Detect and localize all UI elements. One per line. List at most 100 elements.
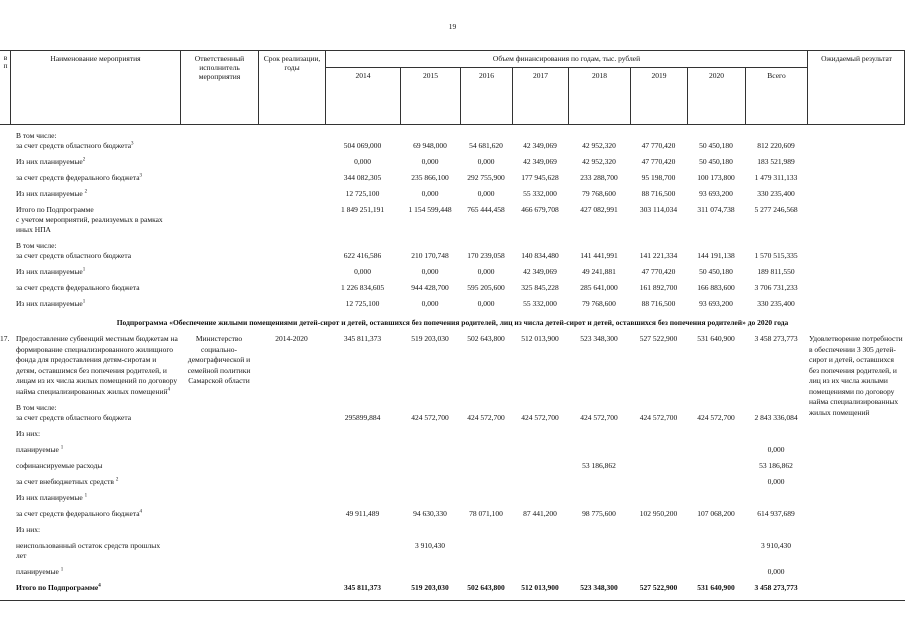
value-2019: 141 221,334	[639, 251, 678, 260]
value-2018: 285 641,000	[580, 283, 618, 292]
value-Всего: 614 937,689	[757, 509, 795, 518]
value-2015: 235 866,100	[411, 173, 449, 182]
value-Всего: 3 706 731,233	[754, 283, 798, 292]
value-Всего: 5 277 246,568	[754, 205, 798, 214]
column-header-finance-group: Объем финансирования по годам, тыс. рубл…	[325, 51, 807, 68]
value-2016: 292 755,900	[467, 173, 505, 182]
value-2020: 93 693,200	[699, 189, 733, 198]
value-2018: 49 241,881	[582, 267, 616, 276]
table-row: Из них планируемые1 12 725,100 0,000 0,000 5…	[0, 293, 905, 309]
row-label: В том числе: за счет средств областного б…	[10, 403, 180, 423]
value-2019: 161 892,700	[639, 283, 678, 292]
value-2016: 424 572,700	[467, 413, 505, 422]
table-body: В том числе: за счет средств областного б…	[0, 125, 905, 601]
value-2015: 0,000	[421, 189, 439, 198]
value-2014: 344 082,305	[343, 173, 382, 182]
row-label: за счет средств федерального бюджета4	[10, 509, 180, 519]
row-label: Из них планируемые1	[10, 267, 180, 277]
value-2018: 79 768,600	[582, 189, 616, 198]
row-label-line: В том числе:	[16, 131, 57, 140]
value-2020: 50 450,180	[699, 157, 733, 166]
subprogram-title: Подпрограмма «Обеспечение жилыми помещен…	[116, 318, 789, 327]
row-label-line: Итого по Подпрограмме4	[16, 583, 101, 592]
table-row: софинансируемые расходы 53 186,862 53 186,…	[0, 455, 905, 471]
value-2020: 311 074,738	[697, 205, 735, 214]
value-2014: 295899,884	[344, 413, 381, 422]
row-label-line: лет	[16, 551, 27, 560]
row-result: Удовлетворение потребности в обеспечении…	[809, 334, 903, 417]
column-header-2015: 2015	[400, 68, 460, 124]
value-2017: 512 013,900	[521, 583, 559, 592]
value-2016: 502 643,800	[467, 583, 505, 592]
row-label: Итого по Подпрограмме4	[10, 583, 180, 593]
value-2014: 12 725,100	[345, 299, 380, 308]
row-label-line: за счет средств федерального бюджета3	[16, 173, 143, 182]
column-header-2019: 2019	[630, 68, 687, 124]
value-2018: 98 775,600	[582, 509, 616, 518]
value-2016: 54 681,620	[469, 141, 503, 150]
row-label-line: за счет средств федерального бюджета	[16, 283, 140, 292]
table-row: за счет средств федерального бюджета3 344…	[0, 167, 905, 183]
value-2014: 1 849 251,191	[340, 205, 385, 214]
value-2016: 170 239,058	[467, 251, 505, 260]
value-2020: 166 883,600	[697, 283, 735, 292]
value-2019: 424 572,700	[639, 413, 678, 422]
row-label: Из них планируемые2	[10, 157, 180, 167]
value-2016: 765 444,458	[467, 205, 505, 214]
value-2018: 141 441,991	[580, 251, 618, 260]
value-2019: 102 950,200	[639, 509, 678, 518]
value-2015: 3 910,430	[415, 541, 445, 550]
row-label-line: Из них планируемые1	[16, 299, 86, 308]
table-row: В том числе: за счет средств областного б…	[0, 125, 905, 151]
column-header-2017: 2017	[512, 68, 568, 124]
table-row: за счет средств федерального бюджета4 49 …	[0, 503, 905, 519]
value-2015: 0,000	[421, 157, 439, 166]
value-2018: 523 348,300	[580, 583, 618, 592]
row-label: за счет внебюджетных средств 2	[10, 477, 180, 487]
value-2019: 47 770,420	[641, 267, 676, 276]
value-2020: 107 068,200	[697, 509, 735, 518]
value-2017: 87 441,200	[523, 509, 557, 518]
value-2018: 233 288,700	[580, 173, 618, 182]
value-2019: 527 522,900	[639, 583, 678, 592]
row-label-line: неиспользованный остаток средств прошлых	[16, 541, 161, 550]
value-2014: 345 811,373	[343, 583, 382, 592]
value-2020: 424 572,700	[697, 413, 735, 422]
row-label: Из них:	[10, 429, 180, 439]
value-Всего: 0,000	[767, 477, 785, 486]
row-label-line: Из них планируемые 2	[16, 189, 88, 198]
value-2018: 42 952,320	[582, 141, 616, 150]
number-header-fragment: п	[3, 61, 8, 70]
value-2018: 79 768,600	[582, 299, 616, 308]
value-2016: 0,000	[477, 299, 495, 308]
column-header-period: Срок реализации, годы	[258, 51, 325, 124]
row-label: за счет средств федерального бюджета	[10, 283, 180, 293]
table-row: за счет средств федерального бюджета 1 22…	[0, 277, 905, 293]
row-label: планируемые 1	[10, 567, 180, 577]
financing-table: в п Наименование мероприятия Ответственн…	[0, 50, 905, 601]
column-header-2014: 2014	[325, 68, 400, 124]
column-header-2020: 2020	[687, 68, 745, 124]
row-label-line: Из них планируемые 1	[16, 493, 88, 502]
table-row: Из них планируемые 1	[0, 487, 905, 503]
table-row: Из них планируемые 2 12 725,100 0,000 0,000…	[0, 183, 905, 199]
value-2019: 303 114,034	[639, 205, 678, 214]
value-2015: 210 170,748	[411, 251, 449, 260]
value-2017: 177 945,628	[521, 173, 559, 182]
row-period: 2014-2020	[275, 334, 308, 343]
value-2016: 502 643,800	[467, 334, 505, 343]
value-2016: 595 205,600	[467, 283, 505, 292]
value-2016: 78 071,100	[469, 509, 503, 518]
table-row: Из них:	[0, 519, 905, 535]
table-row: планируемые 1 0,000	[0, 439, 905, 455]
value-2018: 424 572,700	[580, 413, 618, 422]
value-2017: 55 332,000	[523, 299, 557, 308]
value-2020: 531 640,900	[697, 334, 735, 343]
value-2015: 69 948,000	[413, 141, 447, 150]
value-2017: 325 845,228	[521, 283, 559, 292]
value-2017: 55 332,000	[523, 189, 557, 198]
table-header: в п Наименование мероприятия Ответственн…	[0, 50, 905, 125]
value-2019: 88 716,500	[641, 189, 676, 198]
value-2014: 0,000	[354, 267, 371, 276]
value-2019: 95 198,700	[641, 173, 676, 182]
